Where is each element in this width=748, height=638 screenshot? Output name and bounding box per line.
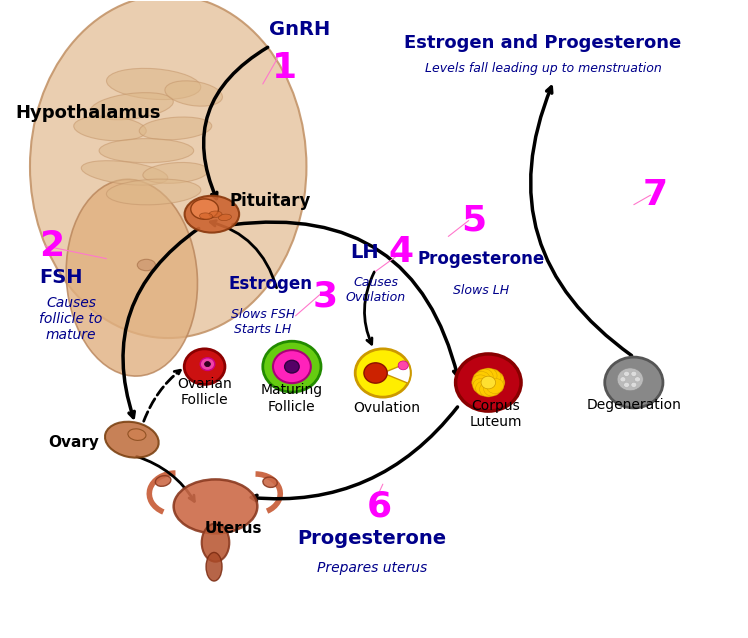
Ellipse shape <box>128 429 146 440</box>
Text: Causes
Ovulation: Causes Ovulation <box>346 276 405 304</box>
Ellipse shape <box>200 213 212 219</box>
Circle shape <box>398 361 408 370</box>
Text: Corpus
Luteum: Corpus Luteum <box>469 399 522 429</box>
Ellipse shape <box>106 68 200 100</box>
Circle shape <box>604 357 663 408</box>
Ellipse shape <box>105 422 159 457</box>
Circle shape <box>624 371 630 376</box>
Text: 2: 2 <box>40 229 64 263</box>
Text: 3: 3 <box>312 280 337 314</box>
Text: Levels fall leading up to menstruation: Levels fall leading up to menstruation <box>425 62 661 75</box>
Ellipse shape <box>202 524 230 561</box>
Circle shape <box>472 375 489 390</box>
Wedge shape <box>383 363 411 383</box>
Text: 5: 5 <box>462 204 486 237</box>
Circle shape <box>456 354 521 411</box>
Circle shape <box>285 360 299 373</box>
Text: Degeneration: Degeneration <box>586 397 681 412</box>
Ellipse shape <box>99 138 194 163</box>
Ellipse shape <box>263 477 278 487</box>
Circle shape <box>620 377 626 382</box>
Circle shape <box>205 362 210 367</box>
Text: Slows LH: Slows LH <box>453 284 509 297</box>
Text: Estrogen and Progesterone: Estrogen and Progesterone <box>404 34 681 52</box>
Circle shape <box>355 349 411 397</box>
Text: Progesterone: Progesterone <box>298 529 447 547</box>
Circle shape <box>263 341 321 392</box>
Ellipse shape <box>185 196 239 233</box>
Ellipse shape <box>139 117 212 140</box>
Text: Hypothalamus: Hypothalamus <box>16 103 161 122</box>
Circle shape <box>483 381 501 396</box>
Circle shape <box>476 381 493 396</box>
Circle shape <box>631 371 637 376</box>
Circle shape <box>486 371 504 387</box>
Ellipse shape <box>30 0 307 338</box>
Text: 7: 7 <box>643 178 668 212</box>
Text: Slows FSH
Starts LH: Slows FSH Starts LH <box>230 308 295 336</box>
Circle shape <box>486 378 504 394</box>
Text: 4: 4 <box>388 235 414 269</box>
Circle shape <box>473 371 490 387</box>
Ellipse shape <box>156 476 171 486</box>
Ellipse shape <box>191 199 218 219</box>
Ellipse shape <box>106 179 201 205</box>
Ellipse shape <box>209 211 222 218</box>
Ellipse shape <box>138 259 156 271</box>
Circle shape <box>476 369 493 384</box>
Text: Ovulation: Ovulation <box>353 401 420 415</box>
Ellipse shape <box>165 81 222 106</box>
Ellipse shape <box>206 553 222 581</box>
Text: FSH: FSH <box>40 268 83 287</box>
Circle shape <box>184 349 225 385</box>
Circle shape <box>631 382 637 387</box>
Circle shape <box>488 375 505 390</box>
Circle shape <box>634 377 640 382</box>
Ellipse shape <box>82 161 168 185</box>
Circle shape <box>481 376 496 389</box>
Ellipse shape <box>174 479 257 533</box>
Ellipse shape <box>143 163 208 183</box>
Text: Causes
follicle to
mature: Causes follicle to mature <box>40 296 102 342</box>
Text: Estrogen: Estrogen <box>228 275 312 293</box>
Text: Maturing
Follicle: Maturing Follicle <box>261 383 323 413</box>
Circle shape <box>364 363 387 383</box>
Circle shape <box>624 382 630 387</box>
Circle shape <box>200 358 215 371</box>
Text: 6: 6 <box>367 489 392 523</box>
Circle shape <box>473 378 490 394</box>
Text: Prepares uterus: Prepares uterus <box>317 561 427 575</box>
Circle shape <box>479 368 497 383</box>
Ellipse shape <box>218 214 231 221</box>
Text: Pituitary: Pituitary <box>230 193 310 211</box>
Text: 1: 1 <box>272 51 297 85</box>
Circle shape <box>479 382 497 397</box>
Ellipse shape <box>66 179 197 376</box>
Ellipse shape <box>91 93 174 120</box>
Circle shape <box>273 350 311 383</box>
Text: GnRH: GnRH <box>269 20 330 40</box>
Text: Uterus: Uterus <box>205 521 263 536</box>
Text: Progesterone: Progesterone <box>417 249 545 268</box>
Circle shape <box>483 369 501 384</box>
Text: Ovarian
Follicle: Ovarian Follicle <box>177 377 232 407</box>
Circle shape <box>617 368 643 391</box>
Ellipse shape <box>74 116 147 141</box>
Text: LH: LH <box>350 243 379 262</box>
Text: Ovary: Ovary <box>48 435 99 450</box>
